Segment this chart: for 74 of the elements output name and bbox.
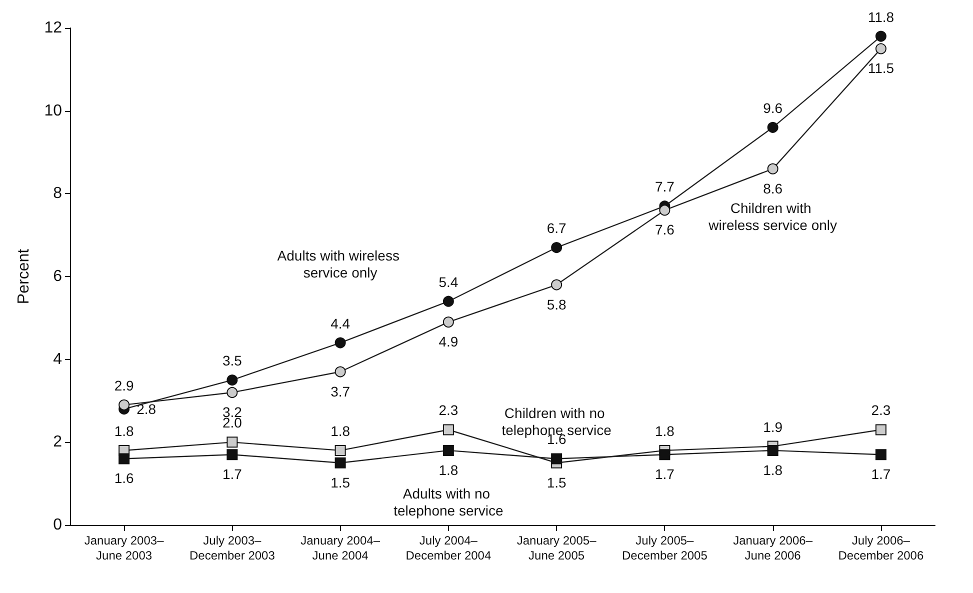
point xyxy=(442,424,454,436)
data-label: 1.8 xyxy=(330,422,350,439)
point xyxy=(875,449,886,460)
point xyxy=(226,386,238,398)
point xyxy=(767,444,778,456)
point xyxy=(442,316,454,328)
data-label: 6.7 xyxy=(546,220,567,236)
data-label: 1.5 xyxy=(546,474,567,490)
y-axis-title: Percent xyxy=(16,248,32,304)
point xyxy=(875,30,886,42)
x-tick-label: July 2004– December 2004 xyxy=(406,534,492,562)
point xyxy=(659,204,670,216)
point xyxy=(226,449,238,460)
data-label: 1.8 xyxy=(438,462,458,478)
point xyxy=(118,399,130,410)
data-label: 4.9 xyxy=(438,334,458,350)
data-label: 3.7 xyxy=(330,383,350,400)
point xyxy=(875,43,886,54)
point xyxy=(551,279,562,290)
x-tick-label: July 2003– December 2003 xyxy=(189,534,276,562)
y-tick-label: 8 xyxy=(53,185,62,202)
text: Adults with wireless service only xyxy=(277,248,404,281)
data-label: 2.8 xyxy=(136,401,156,418)
point xyxy=(226,374,238,386)
x-tick-label: January 2003– June 2003 xyxy=(84,534,164,562)
y-tick-label: 2 xyxy=(53,434,62,451)
data-label: 1.7 xyxy=(871,466,891,482)
data-label: 3.5 xyxy=(222,352,242,369)
point xyxy=(875,424,886,436)
y-tick-label: 6 xyxy=(53,268,62,285)
point xyxy=(659,449,670,460)
data-label: 1.8 xyxy=(654,422,675,439)
point xyxy=(442,444,454,456)
point xyxy=(118,453,130,464)
y-tick-label: 10 xyxy=(44,102,62,120)
data-label: 11.5 xyxy=(868,60,894,76)
text: Adults with no telephone service xyxy=(394,486,504,519)
data-label: 1.9 xyxy=(763,418,783,435)
x-tick-label: January 2004– June 2004 xyxy=(300,534,380,562)
data-label: 11.8 xyxy=(868,8,894,25)
x-tick-label: July 2005– December 2005 xyxy=(622,534,708,562)
data-label: 5.8 xyxy=(546,296,567,312)
point xyxy=(334,337,346,348)
data-label: 1.8 xyxy=(763,462,783,478)
data-label: 9.6 xyxy=(763,100,783,116)
point xyxy=(551,453,562,464)
y-tick-label: 4 xyxy=(53,350,62,368)
y-tick-label: 12 xyxy=(44,20,62,36)
data-label: 2.3 xyxy=(871,402,891,418)
data-label: 2.3 xyxy=(438,402,458,418)
point xyxy=(334,457,346,468)
data-label: 5.4 xyxy=(438,274,458,290)
point xyxy=(226,436,238,448)
x-tick-label: January 2005– June 2005 xyxy=(516,534,597,562)
x-tick-label: January 2006– June 2006 xyxy=(733,534,813,562)
data-label: 1.6 xyxy=(114,470,134,486)
x-tick-label: July 2006– December 2006 xyxy=(838,534,924,562)
data-label: 1.7 xyxy=(222,466,242,482)
y-tick-label: 0 xyxy=(53,516,62,534)
point xyxy=(334,366,346,378)
data-label: 4.4 xyxy=(330,315,350,332)
data-label: 7.6 xyxy=(654,222,675,238)
data-label: 8.6 xyxy=(763,180,783,196)
point xyxy=(767,163,778,174)
point xyxy=(551,242,562,254)
point xyxy=(767,122,778,133)
point xyxy=(334,444,346,456)
data-label: 2.9 xyxy=(114,377,134,394)
point xyxy=(442,296,454,307)
series-label: Children with wireless service only xyxy=(708,200,837,233)
data-label: 7.7 xyxy=(654,178,675,195)
data-label: 1.8 xyxy=(114,422,134,439)
data-label: 1.5 xyxy=(330,474,350,490)
data-label: 1.7 xyxy=(654,466,675,482)
